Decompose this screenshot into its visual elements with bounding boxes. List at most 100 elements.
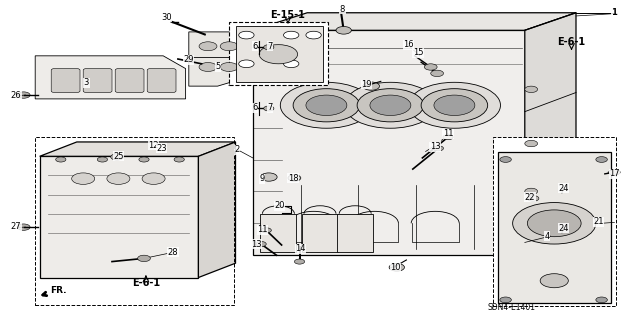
Text: 13: 13 <box>251 240 261 249</box>
Circle shape <box>280 82 372 128</box>
Circle shape <box>443 135 453 140</box>
Circle shape <box>284 31 299 39</box>
Text: 28: 28 <box>168 248 178 256</box>
Text: 22: 22 <box>525 193 535 202</box>
Polygon shape <box>40 142 236 156</box>
Circle shape <box>111 154 124 160</box>
Text: 25: 25 <box>113 152 124 161</box>
Circle shape <box>139 157 149 162</box>
Text: 19: 19 <box>362 80 372 89</box>
Text: 12: 12 <box>148 141 159 150</box>
Circle shape <box>609 169 620 175</box>
Circle shape <box>540 274 568 288</box>
Polygon shape <box>498 152 611 303</box>
Circle shape <box>434 95 475 115</box>
Text: 20: 20 <box>275 201 285 210</box>
Circle shape <box>513 203 596 244</box>
Bar <box>229 22 328 85</box>
Circle shape <box>500 297 511 303</box>
Polygon shape <box>236 26 323 82</box>
Text: 27: 27 <box>11 222 21 231</box>
Text: 17: 17 <box>609 169 620 178</box>
Text: 2: 2 <box>234 145 239 154</box>
Text: 16: 16 <box>403 40 413 49</box>
Circle shape <box>288 175 301 181</box>
Circle shape <box>142 173 165 184</box>
Circle shape <box>525 140 538 147</box>
Text: 30: 30 <box>161 13 172 22</box>
Text: 11: 11 <box>257 225 268 234</box>
Text: 7: 7 <box>268 103 273 112</box>
Bar <box>35 137 234 305</box>
Text: 10: 10 <box>390 263 401 272</box>
Circle shape <box>525 86 538 93</box>
Text: E-6-1: E-6-1 <box>557 37 586 47</box>
Text: 29: 29 <box>184 56 194 64</box>
Text: 4: 4 <box>545 232 550 241</box>
Circle shape <box>336 26 351 34</box>
Text: 26: 26 <box>11 91 21 100</box>
Circle shape <box>424 64 437 70</box>
Circle shape <box>264 106 274 111</box>
Text: 6: 6 <box>252 103 257 112</box>
Text: 24: 24 <box>558 224 568 233</box>
Circle shape <box>107 173 130 184</box>
Text: 3: 3 <box>84 78 89 87</box>
Circle shape <box>97 157 108 162</box>
Circle shape <box>220 63 238 71</box>
Circle shape <box>239 31 254 39</box>
Circle shape <box>56 157 66 162</box>
Polygon shape <box>253 13 576 30</box>
Text: 8: 8 <box>340 5 345 14</box>
Circle shape <box>363 82 380 90</box>
Text: 11: 11 <box>443 130 453 138</box>
Circle shape <box>389 263 404 271</box>
Circle shape <box>596 157 607 162</box>
Polygon shape <box>35 56 186 99</box>
Circle shape <box>294 259 305 264</box>
Text: 21: 21 <box>593 217 604 226</box>
Circle shape <box>220 42 238 51</box>
Circle shape <box>527 196 539 201</box>
Circle shape <box>239 60 254 68</box>
Circle shape <box>370 95 411 115</box>
Circle shape <box>525 188 538 195</box>
Polygon shape <box>198 142 236 278</box>
Circle shape <box>138 255 150 262</box>
Polygon shape <box>260 214 296 252</box>
FancyBboxPatch shape <box>83 69 112 93</box>
Polygon shape <box>253 30 525 255</box>
Text: 24: 24 <box>558 184 568 193</box>
Text: 5: 5 <box>215 63 220 71</box>
Circle shape <box>17 92 30 98</box>
Circle shape <box>199 63 217 71</box>
Circle shape <box>306 31 321 39</box>
Text: SDN4-E1401: SDN4-E1401 <box>488 303 536 312</box>
Circle shape <box>596 297 607 303</box>
Text: 9: 9 <box>260 174 265 183</box>
Circle shape <box>259 45 298 64</box>
Text: FR.: FR. <box>43 286 67 296</box>
Circle shape <box>174 157 184 162</box>
Text: 6: 6 <box>252 42 257 51</box>
Circle shape <box>408 82 500 128</box>
Circle shape <box>500 157 511 162</box>
Circle shape <box>199 42 217 51</box>
Circle shape <box>72 173 95 184</box>
Circle shape <box>357 89 424 122</box>
Circle shape <box>17 224 30 230</box>
Circle shape <box>256 241 266 247</box>
Polygon shape <box>337 214 373 252</box>
FancyBboxPatch shape <box>51 69 80 93</box>
Circle shape <box>293 89 360 122</box>
FancyBboxPatch shape <box>115 69 144 93</box>
Circle shape <box>264 45 274 50</box>
Text: E-6-1: E-6-1 <box>132 278 160 288</box>
Polygon shape <box>40 156 198 278</box>
Polygon shape <box>189 32 250 86</box>
Circle shape <box>431 70 444 77</box>
Text: 18: 18 <box>288 174 298 182</box>
Bar <box>493 137 616 306</box>
Circle shape <box>306 95 347 115</box>
Circle shape <box>260 173 277 181</box>
